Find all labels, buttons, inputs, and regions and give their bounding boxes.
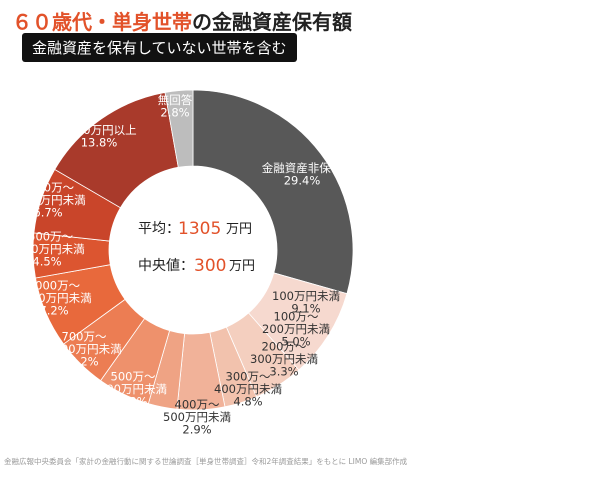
slice-label-4: 200万～ 300万円未満 3.3% bbox=[250, 340, 318, 379]
subtitle-badge: 金融資産を保有していない世帯を含む bbox=[22, 33, 297, 62]
slice-13 bbox=[164, 89, 194, 168]
title-rest: の金融資産保有額 bbox=[192, 10, 352, 34]
source-note: 金融広報中央委員会「家計の金融行動に関する世論調査［単身世帯調査］令和2年調査結… bbox=[4, 457, 408, 466]
slice-label-12: 3000万円以上 13.8% bbox=[61, 123, 136, 150]
slice-label-2: 100万円未満 9.1% bbox=[272, 289, 340, 316]
chart-title: ６０歳代・単身世帯の金融資産保有額 bbox=[12, 6, 352, 35]
slice-label-10: 1500万～ 2000万円未満 4.5% bbox=[9, 230, 84, 269]
slice-label-7: 500万～ 700万円未満 5.3% bbox=[99, 370, 167, 409]
slice-label-9: 1000万～ 1500万円未満 7.2% bbox=[16, 279, 91, 318]
slice-label-8: 700万～ 1000万円未満 5.2% bbox=[46, 330, 121, 369]
slice-label-13: 無回答 2.8% bbox=[158, 93, 193, 120]
slice-labels: 金融資産非保有 29.4%100万円未満 9.1%100万～ 200万円未満 5.0%2… bbox=[9, 93, 342, 437]
slice-1 bbox=[192, 89, 354, 295]
title-accent: ６０歳代・単身世帯 bbox=[12, 10, 192, 34]
median-value: 300 bbox=[194, 256, 226, 276]
donut-slices bbox=[32, 89, 354, 411]
slice-label-5: 300万～ 400万円未満 4.8% bbox=[214, 370, 282, 409]
slice-label-11: 2000万～ 3000万円未満 6.7% bbox=[10, 181, 85, 220]
slice-label-3: 100万～ 200万円未満 5.0% bbox=[262, 310, 330, 349]
slice-label-6: 400万～ 500万円未満 2.9% bbox=[163, 398, 231, 437]
average-value: 1305 bbox=[178, 219, 221, 239]
slice-label-1: 金融資産非保有 29.4% bbox=[262, 161, 343, 188]
center-summary: 平均： 1305 万円 中央値： 300 万円 bbox=[138, 219, 255, 276]
average-label: 平均： bbox=[138, 221, 180, 237]
median-label: 中央値： bbox=[138, 258, 194, 274]
average-unit: 万円 bbox=[226, 222, 252, 237]
median-unit: 万円 bbox=[229, 259, 255, 274]
